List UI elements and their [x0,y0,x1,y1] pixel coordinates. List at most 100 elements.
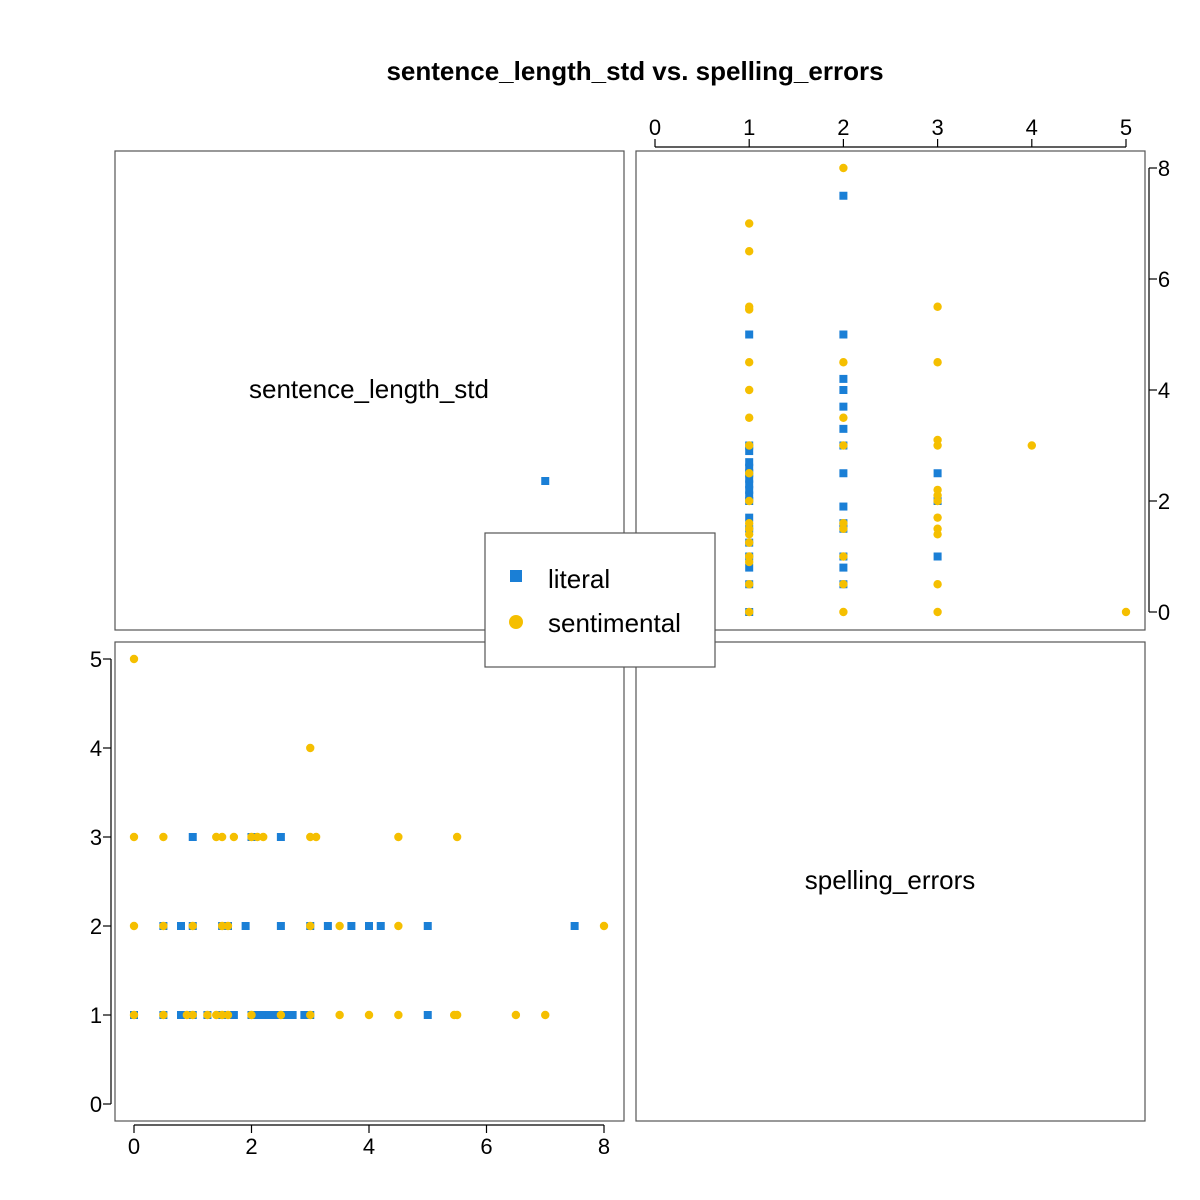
diagonal-label-sentence-length-std: sentence_length_std [249,374,489,404]
y-axis-right-tick-label: 2 [1158,489,1170,514]
literal-point-lower-panel [570,922,579,930]
literal-point-upper-panel [745,491,754,500]
sentimental-point-lower-panel [311,832,321,842]
sentimental-point-upper-panel [745,413,754,422]
sentimental-point-upper-panel [745,607,754,617]
sentimental-point-lower-panel [223,921,233,931]
sentimental-point-lower-panel [223,1010,233,1020]
x-axis-bottom-tick-label: 0 [128,1134,140,1159]
sentimental-point-lower-panel [335,1010,344,1020]
legend-box [484,532,716,668]
y-axis-right-tick-label: 0 [1158,600,1170,625]
sentimental-point-upper-panel [933,524,942,533]
sentimental-point-upper-panel [933,485,942,495]
literal-point-upper-panel [839,502,848,511]
sentimental-point-upper-panel [745,358,754,367]
literal-point-upper-panel [839,374,848,383]
x-axis-top-tick-label: 2 [837,115,849,140]
literal-point-lower-panel [241,922,250,930]
sentimental-point-lower-panel [188,1010,197,1020]
literal-point-lower-panel [259,1011,268,1019]
sentimental-point-lower-panel [217,832,227,842]
sentimental-point-lower-panel [129,1010,139,1020]
literal-point-upper-panel [839,191,848,200]
literal-point-upper-panel [839,563,848,572]
literal-point-lower-panel [423,922,432,930]
panel-bottom-left [114,641,625,1122]
literal-point-lower-panel [282,1011,291,1019]
sentimental-point-upper-panel [839,441,848,450]
literal-point-lower-panel [288,1011,297,1019]
sentimental-point-lower-panel [394,1010,403,1020]
sentimental-point-lower-panel [306,1010,315,1020]
literal-point-upper-panel [839,402,848,411]
legend-marker-sentimental [509,615,523,629]
literal-point-upper-panel [745,463,754,472]
sentimental-point-upper-panel [1121,607,1131,617]
literal-point-upper-panel [745,563,754,572]
literal-point-lower-panel [323,922,332,930]
sentimental-point-upper-panel [745,441,754,450]
sentimental-point-upper-panel [933,358,942,367]
sentimental-point-lower-panel [188,921,197,931]
literal-point-upper-panel [745,458,754,467]
sentimental-point-upper-panel [839,413,848,422]
legend: literal sentimental [484,532,716,668]
sentimental-point-upper-panel [933,607,942,617]
sentimental-point-lower-panel [335,921,344,931]
literal-point-lower-panel [347,922,356,930]
sentimental-point-upper-panel [933,513,942,522]
sentimental-point-lower-panel [306,921,315,931]
sentimental-point-upper-panel [839,163,848,173]
x-axis-top-tick-label: 0 [649,115,661,140]
sentimental-point-lower-panel [159,1010,168,1020]
sentimental-point-upper-panel [745,385,754,395]
points-layer [129,163,1131,1020]
sentimental-point-upper-panel [745,538,754,547]
panel-top-left [114,150,625,631]
y-axis-right-tick-label: 6 [1158,267,1170,292]
y-axis-right-tick-label: 4 [1158,378,1170,403]
legend-label-literal: literal [548,564,610,594]
literal-point-upper-panel [745,513,754,522]
legend-label-sentimental: sentimental [548,608,681,638]
sentimental-point-upper-panel [839,580,848,589]
literal-point-lower-panel [188,833,197,841]
literal-point-upper-panel [745,330,754,339]
sentimental-point-lower-panel [217,921,227,931]
sentimental-point-upper-panel [1027,441,1037,450]
x-axis-top-tick-label: 4 [1026,115,1038,140]
legend-marker-literal [510,570,522,582]
chart-title: sentence_length_std vs. spelling_errors [386,56,883,86]
literal-point-lower-panel [365,922,373,930]
literal-point-upper-panel [745,447,754,456]
sentimental-point-lower-panel [541,1010,550,1020]
sentimental-point-lower-panel [306,832,315,842]
literal-point-lower-panel [276,833,285,841]
literal-point-lower-panel [423,1011,432,1019]
sentimental-point-upper-panel [933,302,942,311]
y-axis-left-tick-label: 3 [90,825,102,850]
literal-point-lower-panel [376,922,385,930]
literal-point-lower-panel [276,922,285,930]
y-axis-left-tick-label: 1 [90,1003,102,1028]
panel-top-right [635,150,1146,631]
literal-point-upper-panel [933,552,942,561]
y-axis-left-tick-label: 0 [90,1092,102,1117]
sentimental-point-upper-panel [745,580,754,589]
sentimental-point-lower-panel [394,832,403,842]
literal-point-lower-panel [300,1011,309,1019]
literal-point-upper-panel [839,424,848,433]
sentimental-point-upper-panel [933,435,942,445]
sentimental-point-lower-panel [247,1010,256,1020]
literal-point-upper-panel [839,330,848,339]
literal-point-lower-panel [271,1011,279,1019]
sentimental-point-upper-panel [933,580,942,589]
sentimental-point-upper-panel [839,552,848,561]
y-axis-left-tick-label: 5 [90,647,102,672]
literal-point-upper-panel [839,469,848,478]
sentimental-point-upper-panel [745,219,754,228]
sentimental-point-lower-panel [364,1010,374,1020]
x-axis-bottom-tick-label: 4 [363,1134,375,1159]
